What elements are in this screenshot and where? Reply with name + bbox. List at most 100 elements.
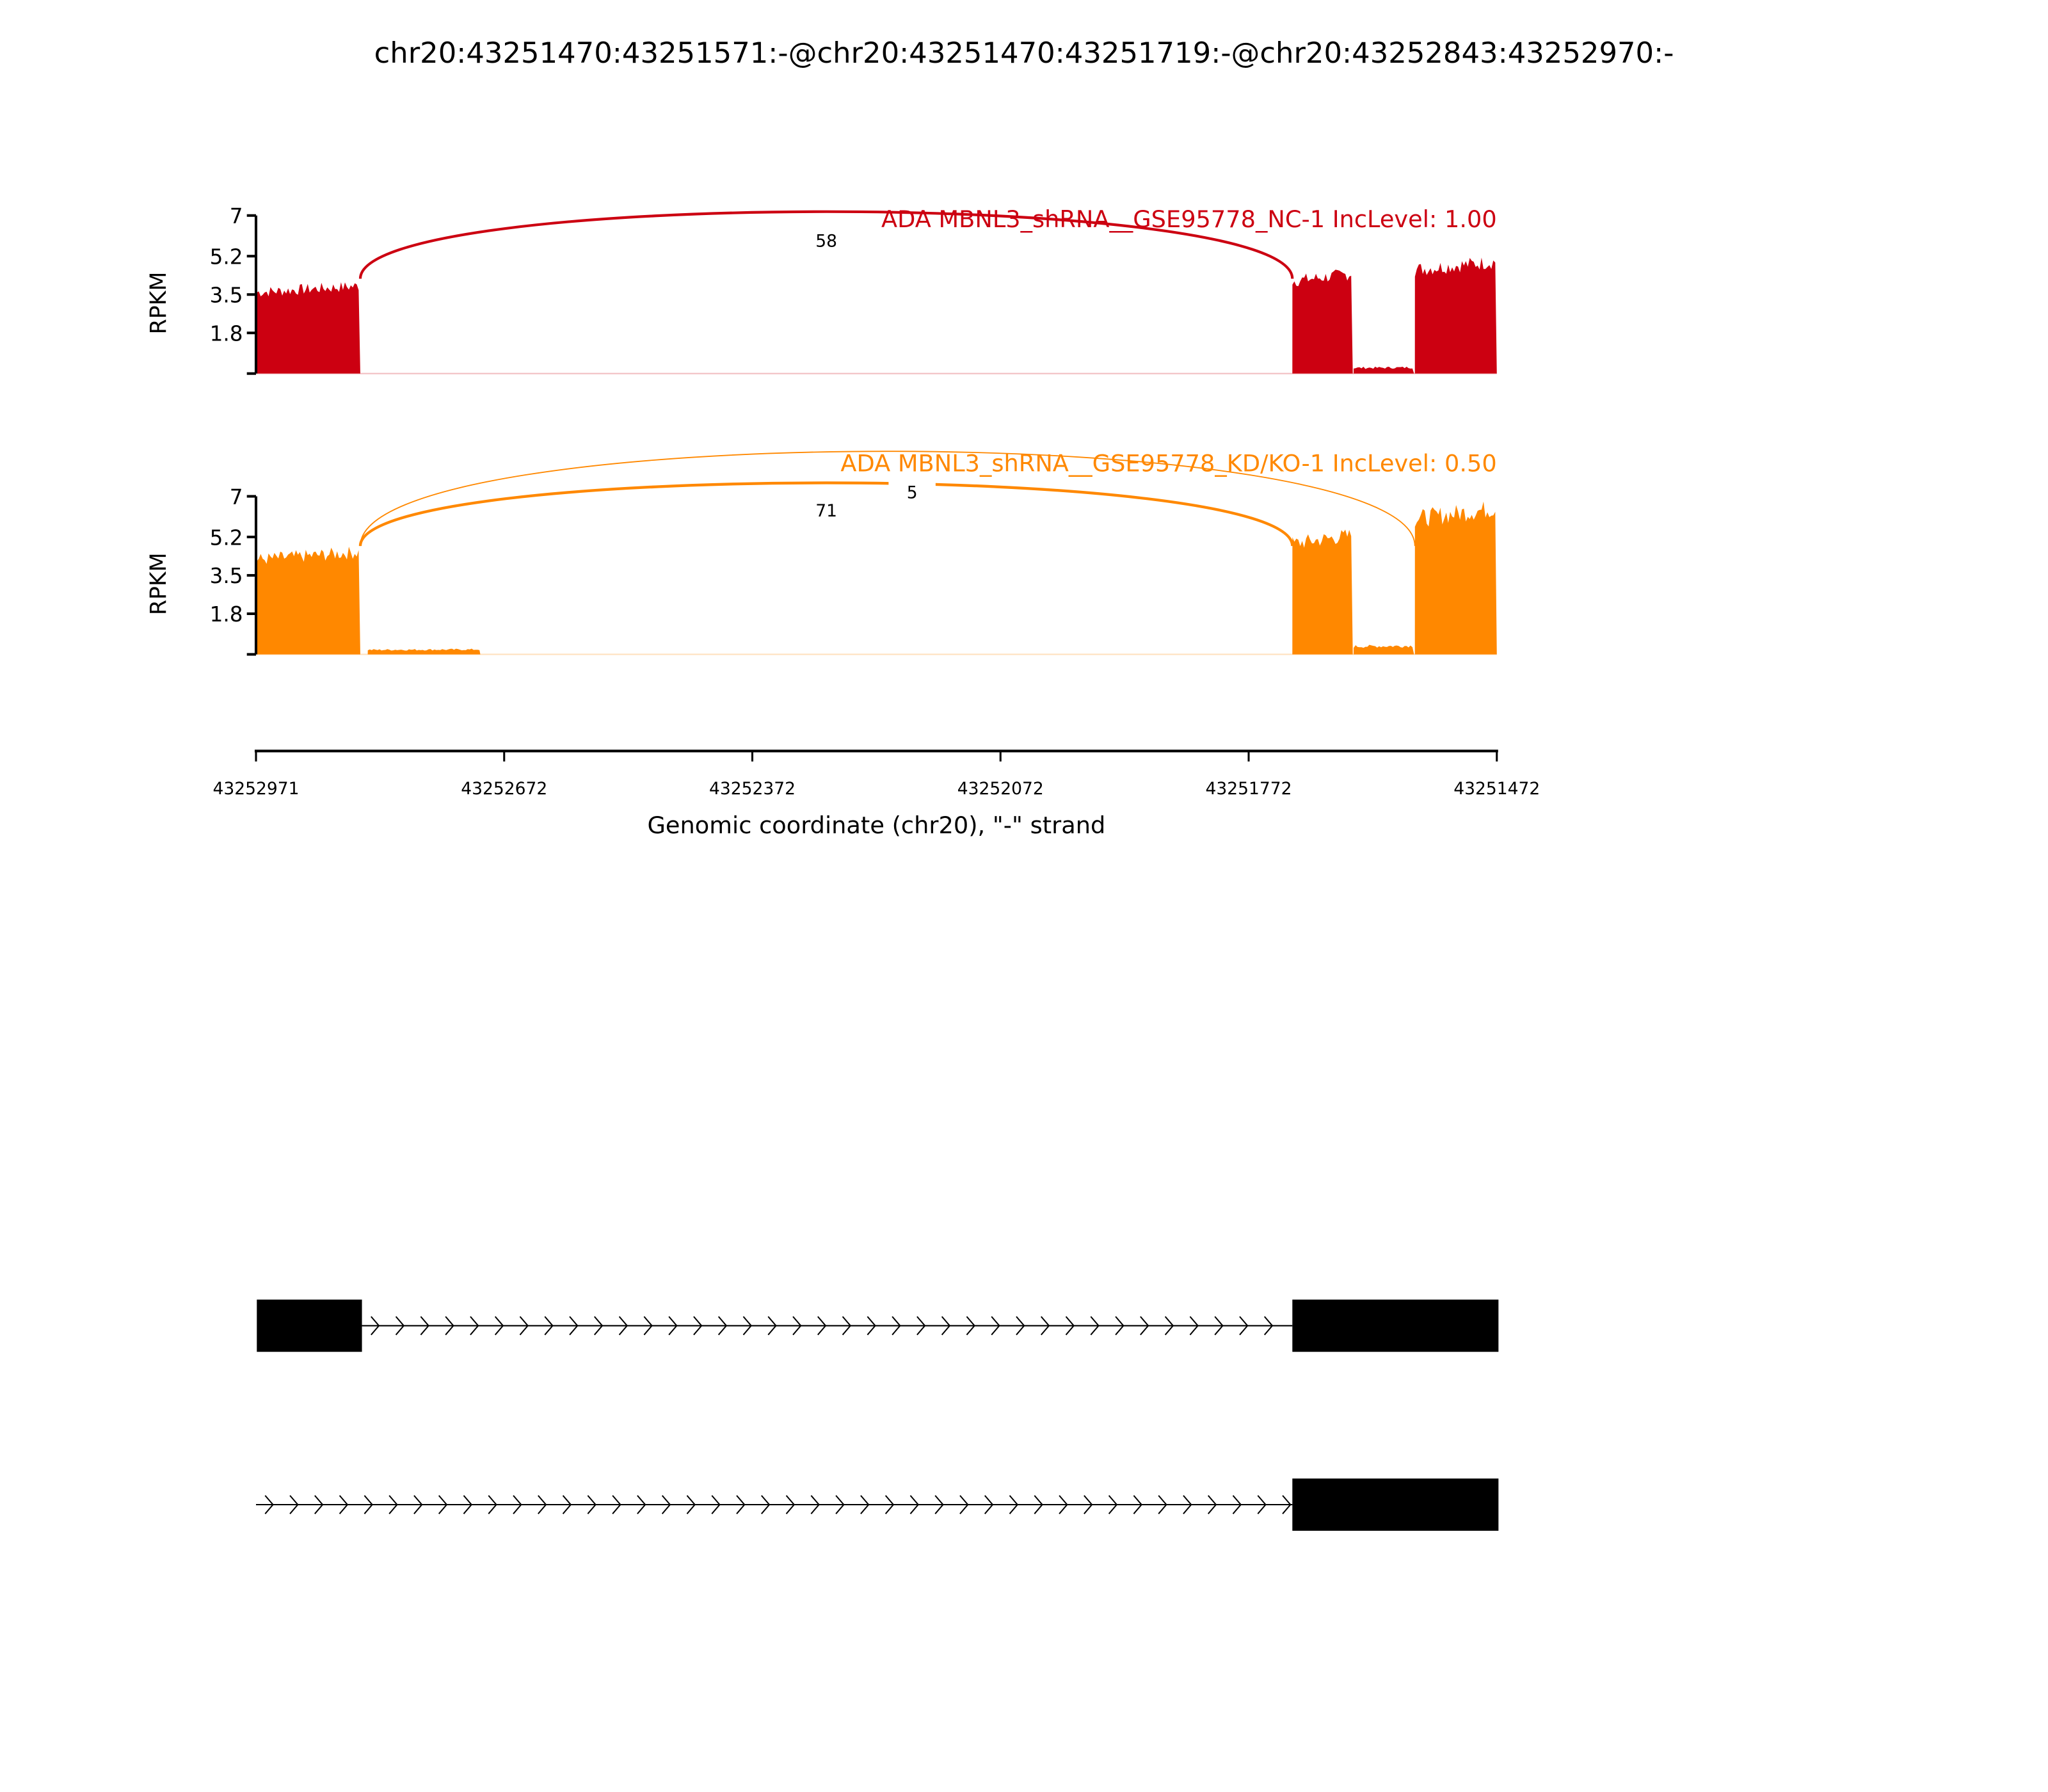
strand-arrow-icon <box>860 1495 870 1514</box>
strand-arrow-icon <box>519 1316 529 1336</box>
strand-arrow-icon <box>1207 1495 1217 1514</box>
strand-arrow-icon <box>395 1316 405 1336</box>
x-axis-label: Genomic coordinate (chr20), "-" strand <box>647 812 1105 839</box>
coverage-area <box>1354 366 1414 374</box>
strand-arrow-icon <box>966 1316 976 1336</box>
y-tick-label: 5.2 <box>210 244 243 269</box>
x-tick-label: 43252971 <box>213 779 300 799</box>
strand-arrow-icon <box>643 1316 653 1336</box>
strand-arrow-icon <box>438 1495 448 1514</box>
x-axis: Genomic coordinate (chr20), "-" strand 4… <box>213 749 1540 839</box>
strand-arrow-icon <box>538 1495 547 1514</box>
x-tick-label: 43251772 <box>1206 779 1292 799</box>
strand-arrow-icon <box>587 1495 596 1514</box>
y-tick-label: 7 <box>230 485 243 509</box>
junction-arc <box>358 210 1294 279</box>
strand-arrow-icon <box>314 1495 324 1514</box>
y-tick-label: 1.8 <box>210 321 243 346</box>
y-axis-label: RPKM <box>146 272 172 335</box>
strand-arrow-icon <box>842 1316 852 1336</box>
strand-arrow-icon <box>1232 1495 1242 1514</box>
strand-arrow-icon <box>463 1495 473 1514</box>
strand-arrow-icon <box>1214 1316 1224 1336</box>
strand-arrow-icon <box>941 1316 951 1336</box>
y-axis-label: RPKM <box>146 552 172 615</box>
strand-arrow-icon <box>364 1495 373 1514</box>
coverage-area <box>1414 257 1497 374</box>
panel-kdko: ADA MBNL3_shRNA__GSE95778_KD/KO-1 IncLev… <box>146 450 1497 656</box>
y-tick-label: 3.5 <box>210 283 243 307</box>
strand-arrow-icon <box>661 1495 671 1514</box>
strand-arrow-icon <box>785 1495 796 1514</box>
junction-count: 58 <box>815 232 837 252</box>
strand-arrow-icon <box>984 1495 994 1514</box>
strand-arrow-icon <box>637 1495 646 1514</box>
strand-arrow-icon <box>817 1316 827 1336</box>
strand-arrow-icon <box>693 1316 703 1336</box>
strand-arrow-icon <box>470 1316 479 1336</box>
exon-block <box>1292 1299 1499 1352</box>
junction-count: 5 <box>907 483 918 503</box>
strand-arrow-icon <box>742 1316 753 1336</box>
junction-arc <box>358 481 1294 547</box>
exon-block <box>1292 1478 1499 1531</box>
x-tick-label: 43252672 <box>461 779 547 799</box>
coverage-area <box>257 547 360 655</box>
y-tick-label: 5.2 <box>210 525 243 550</box>
y-tick-label: 3.5 <box>210 564 243 588</box>
x-tick-label: 43251472 <box>1453 779 1540 799</box>
strand-arrow-icon <box>594 1316 604 1336</box>
strand-arrow-icon <box>413 1495 423 1514</box>
panel-nc: ADA MBNL3_shRNA__GSE95778_NC-1 IncLevel:… <box>146 204 1497 375</box>
strand-arrow-icon <box>736 1495 746 1514</box>
gene-models <box>256 1299 1499 1531</box>
strand-arrow-icon <box>711 1495 721 1514</box>
strand-arrow-icon <box>494 1316 504 1336</box>
coverage-area <box>367 648 481 655</box>
strand-arrow-icon <box>1041 1316 1050 1336</box>
strand-arrow-icon <box>717 1316 728 1336</box>
junction-count: 71 <box>815 501 837 521</box>
strand-arrow-icon <box>892 1316 901 1336</box>
strand-arrow-icon <box>991 1316 1000 1336</box>
strand-arrow-icon <box>1183 1495 1192 1514</box>
strand-arrow-icon <box>544 1316 554 1336</box>
strand-arrow-icon <box>1239 1316 1249 1336</box>
strand-arrow-icon <box>909 1495 920 1514</box>
strand-arrow-icon <box>959 1495 969 1514</box>
x-tick-label: 43252072 <box>957 779 1044 799</box>
strand-arrow-icon <box>1164 1316 1174 1336</box>
y-tick-label: 7 <box>230 204 243 228</box>
chart-title: chr20:43251470:43251571:-@chr20:43251470… <box>374 36 1674 70</box>
strand-arrow-icon <box>1115 1316 1124 1336</box>
strand-arrow-icon <box>1065 1316 1075 1336</box>
panel-label: ADA MBNL3_shRNA__GSE95778_KD/KO-1 IncLev… <box>840 450 1496 477</box>
strand-arrow-icon <box>835 1495 845 1514</box>
strand-arrow-icon <box>1257 1495 1267 1514</box>
strand-arrow-icon <box>668 1316 678 1336</box>
strand-arrow-icon <box>289 1495 299 1514</box>
strand-arrow-icon <box>339 1495 349 1514</box>
strand-arrow-icon <box>1189 1316 1199 1336</box>
strand-arrow-icon <box>867 1316 876 1336</box>
strand-arrow-icon <box>761 1495 771 1514</box>
coverage-area <box>1354 644 1414 655</box>
strand-arrow-icon <box>388 1495 398 1514</box>
strand-arrow-icon <box>488 1495 497 1514</box>
panel-label: ADA MBNL3_shRNA__GSE95778_NC-1 IncLevel:… <box>881 205 1497 233</box>
coverage-area <box>1414 501 1497 655</box>
x-tick-label: 43252372 <box>709 779 796 799</box>
strand-arrow-icon <box>1059 1495 1068 1514</box>
strand-arrow-icon <box>810 1495 820 1514</box>
strand-arrow-icon <box>618 1316 628 1336</box>
strand-arrow-icon <box>420 1316 429 1336</box>
strand-arrow-icon <box>1034 1495 1043 1514</box>
strand-arrow-icon <box>569 1316 579 1336</box>
strand-arrow-icon <box>1140 1316 1149 1336</box>
junction-label-bg <box>888 480 936 501</box>
strand-arrow-icon <box>612 1495 621 1514</box>
coverage-area <box>1292 529 1353 655</box>
strand-arrow-icon <box>371 1316 380 1336</box>
strand-arrow-icon <box>686 1495 696 1514</box>
